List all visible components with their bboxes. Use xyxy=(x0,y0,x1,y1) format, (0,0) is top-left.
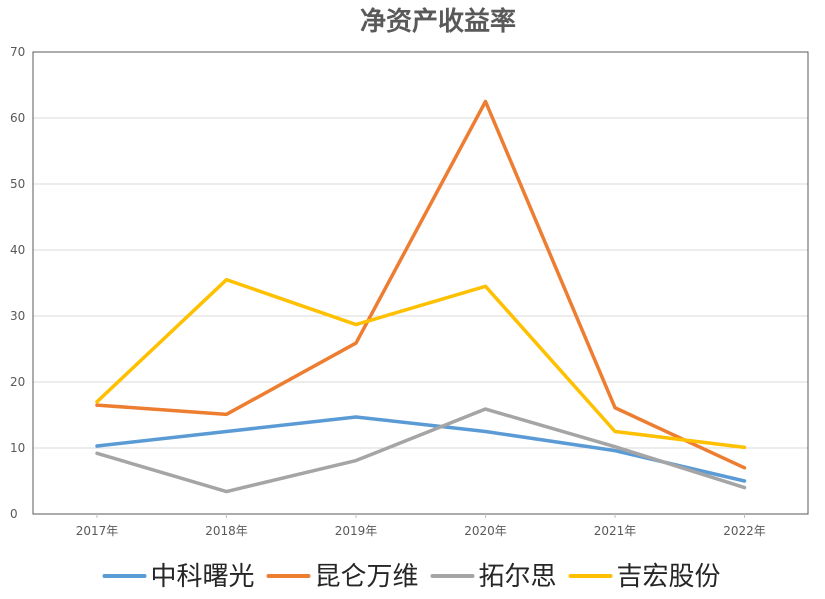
data-point xyxy=(743,479,746,483)
y-tick-label: 0 xyxy=(10,507,18,521)
data-point xyxy=(484,284,487,288)
data-point xyxy=(225,412,228,416)
data-point xyxy=(225,490,228,494)
legend-item-1: 中科曙光 xyxy=(102,562,255,592)
y-tick-label: 30 xyxy=(10,309,25,323)
y-tick-label: 50 xyxy=(10,177,25,191)
data-point xyxy=(354,341,358,345)
x-tick-label: 2018年 xyxy=(205,524,248,538)
y-tick-label: 70 xyxy=(10,45,25,59)
gridlines xyxy=(33,117,808,449)
data-point xyxy=(613,430,617,433)
plot-frame xyxy=(32,51,809,515)
data-point xyxy=(484,407,487,411)
data-point xyxy=(354,323,358,327)
legend-label: 吉宏股份 xyxy=(617,562,721,592)
x-tick-label: 2021年 xyxy=(594,524,637,538)
series-line-1 xyxy=(95,415,747,483)
y-tick-label: 60 xyxy=(10,111,25,125)
data-point xyxy=(613,449,617,453)
x-tick-label: 2022年 xyxy=(723,524,766,538)
data-point xyxy=(354,459,358,463)
y-tick-label: 20 xyxy=(10,375,25,389)
series-line-2 xyxy=(95,99,747,470)
x-tick-label: 2020年 xyxy=(464,524,507,538)
series-line-3 xyxy=(95,407,747,494)
data-point xyxy=(743,486,746,490)
data-point xyxy=(743,445,746,449)
legend-item-2: 昆仑万维 xyxy=(266,562,419,592)
data-point xyxy=(225,430,228,433)
series-lines xyxy=(95,99,747,494)
data-point xyxy=(613,406,617,410)
legend-item-4: 吉宏股份 xyxy=(568,562,721,592)
legend: 中科曙光 昆仑万维 拓尔思 吉宏股份 xyxy=(102,562,721,592)
legend-item-3: 拓尔思 xyxy=(430,562,557,592)
data-point xyxy=(95,400,99,404)
chart-title: 净资产收益率 xyxy=(360,6,516,37)
y-tick-label: 40 xyxy=(10,243,25,257)
data-point xyxy=(95,444,99,448)
data-point xyxy=(613,445,617,449)
data-point xyxy=(484,100,487,103)
axes: 0 10 20 30 40 50 60 70 2017年 2018年 2019年 2020年 2021年… xyxy=(10,45,809,538)
y-tick-label: 10 xyxy=(10,441,25,455)
x-tick-label: 2017年 xyxy=(76,524,119,538)
data-point xyxy=(484,430,487,433)
data-point xyxy=(743,466,746,470)
data-point xyxy=(354,415,358,419)
series-line-4 xyxy=(95,277,747,450)
legend-label: 昆仑万维 xyxy=(315,562,419,592)
data-point xyxy=(95,451,99,455)
data-point xyxy=(225,278,228,282)
legend-label: 中科曙光 xyxy=(151,562,255,592)
x-tick-label: 2019年 xyxy=(335,524,378,538)
legend-label: 拓尔思 xyxy=(479,562,557,592)
data-point xyxy=(95,403,99,407)
